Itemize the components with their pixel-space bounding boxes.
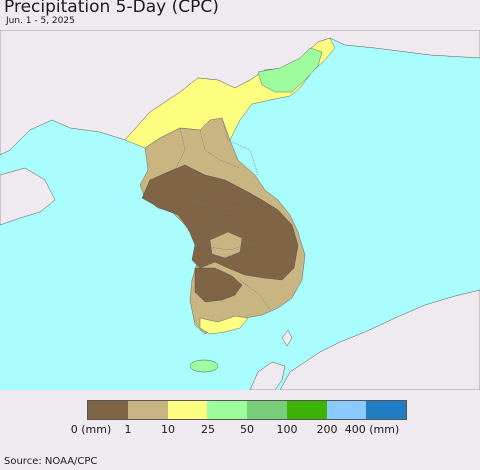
legend-colorbar xyxy=(87,400,407,420)
legend-swatch xyxy=(207,401,247,419)
legend-swatch xyxy=(366,401,406,419)
legend-label: 10 xyxy=(161,423,175,436)
map-subtitle: Jun. 1 - 5, 2025 xyxy=(6,16,75,26)
legend-label: 50 xyxy=(240,423,254,436)
jeju-island xyxy=(189,359,219,373)
china-coast-west xyxy=(0,167,56,226)
precip-10-25-south xyxy=(199,315,249,335)
precip-1-10-inner xyxy=(209,231,243,259)
source-credit: Source: NOAA/CPC xyxy=(4,456,98,467)
legend-swatch xyxy=(127,401,168,419)
legend-labels: 0 (mm) 1 10 25 50 100 200 400 (mm) xyxy=(0,423,480,437)
japan-kyushu xyxy=(249,361,286,390)
tsushima-island xyxy=(281,329,293,347)
legend-label: 1 xyxy=(124,423,132,436)
legend-swatch xyxy=(247,401,287,419)
precip-0-1-west xyxy=(141,164,299,281)
map-title: Precipitation 5-Day (CPC) xyxy=(4,0,219,17)
legend-label: 0 (mm) xyxy=(70,423,112,436)
precipitation-map xyxy=(0,30,480,390)
legend-swatch xyxy=(286,401,327,419)
legend-swatch xyxy=(88,401,128,419)
legend-label: 400 (mm) xyxy=(344,423,400,436)
precip-25-50 xyxy=(257,47,323,93)
legend-label: 25 xyxy=(201,423,215,436)
province-borders xyxy=(174,117,271,311)
legend-swatch xyxy=(326,401,367,419)
japan-land xyxy=(279,289,480,390)
precip-0-1-south xyxy=(194,267,243,303)
legend-label: 200 xyxy=(316,423,338,436)
legend-swatch xyxy=(167,401,208,419)
legend-label: 100 xyxy=(276,423,298,436)
